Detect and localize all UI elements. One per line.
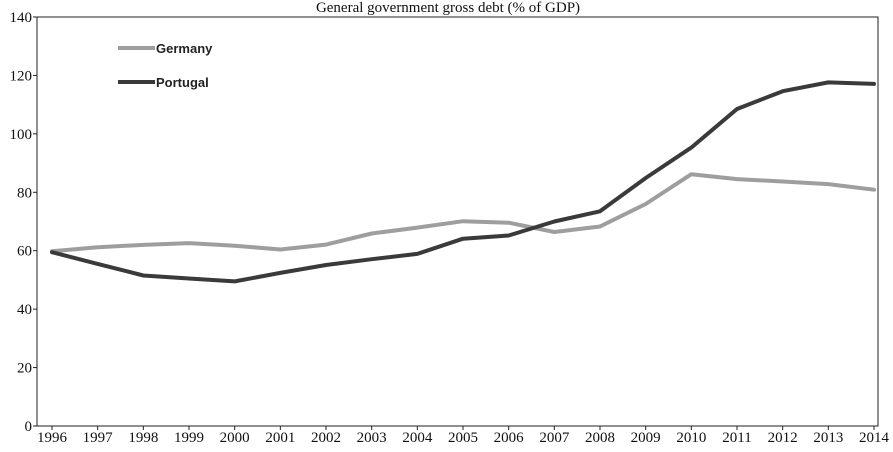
x-tick-label: 2014	[859, 430, 890, 446]
x-tick-label: 2007	[539, 430, 570, 446]
x-tick-label: 2012	[768, 430, 798, 446]
x-tick-label: 1997	[83, 430, 114, 446]
y-tick-label: 60	[17, 244, 32, 260]
y-tick-label: 20	[17, 361, 32, 377]
x-tick-label: 2004	[402, 430, 433, 446]
x-axis-ticks: 1996 1997 1998 1999 2000 2001 2002 2003 2004 2005…	[37, 426, 890, 446]
y-tick-label: 140	[10, 10, 33, 26]
y-tick-label: 100	[10, 127, 33, 143]
y-tick-label: 80	[17, 185, 32, 201]
x-tick-label: 2011	[722, 430, 751, 446]
x-tick-label: 2010	[676, 430, 706, 446]
x-tick-label: 2005	[448, 430, 478, 446]
x-tick-label: 1998	[128, 430, 158, 446]
x-tick-label: 2006	[494, 430, 525, 446]
legend-label-portugal: Portugal	[156, 75, 209, 90]
x-tick-label: 2003	[357, 430, 387, 446]
x-tick-label: 1999	[174, 430, 204, 446]
x-tick-label: 1996	[37, 430, 68, 446]
x-tick-label: 2001	[265, 430, 295, 446]
x-tick-label: 2000	[220, 430, 250, 446]
x-tick-label: 2013	[813, 430, 843, 446]
x-tick-label: 2008	[585, 430, 615, 446]
y-axis-ticks: 0 20 40 60 80 100 120 140	[10, 10, 38, 435]
y-tick-label: 0	[25, 419, 33, 435]
y-tick-label: 120	[10, 68, 33, 84]
legend-label-germany: Germany	[156, 41, 213, 56]
legend: Germany Portugal	[118, 41, 213, 90]
series-line-portugal	[52, 82, 874, 281]
y-tick-label: 40	[17, 302, 32, 318]
x-tick-label: 2009	[631, 430, 661, 446]
x-tick-label: 2002	[311, 430, 341, 446]
chart-title: General government gross debt (% of GDP)	[316, 0, 580, 16]
series-lines	[52, 82, 874, 281]
